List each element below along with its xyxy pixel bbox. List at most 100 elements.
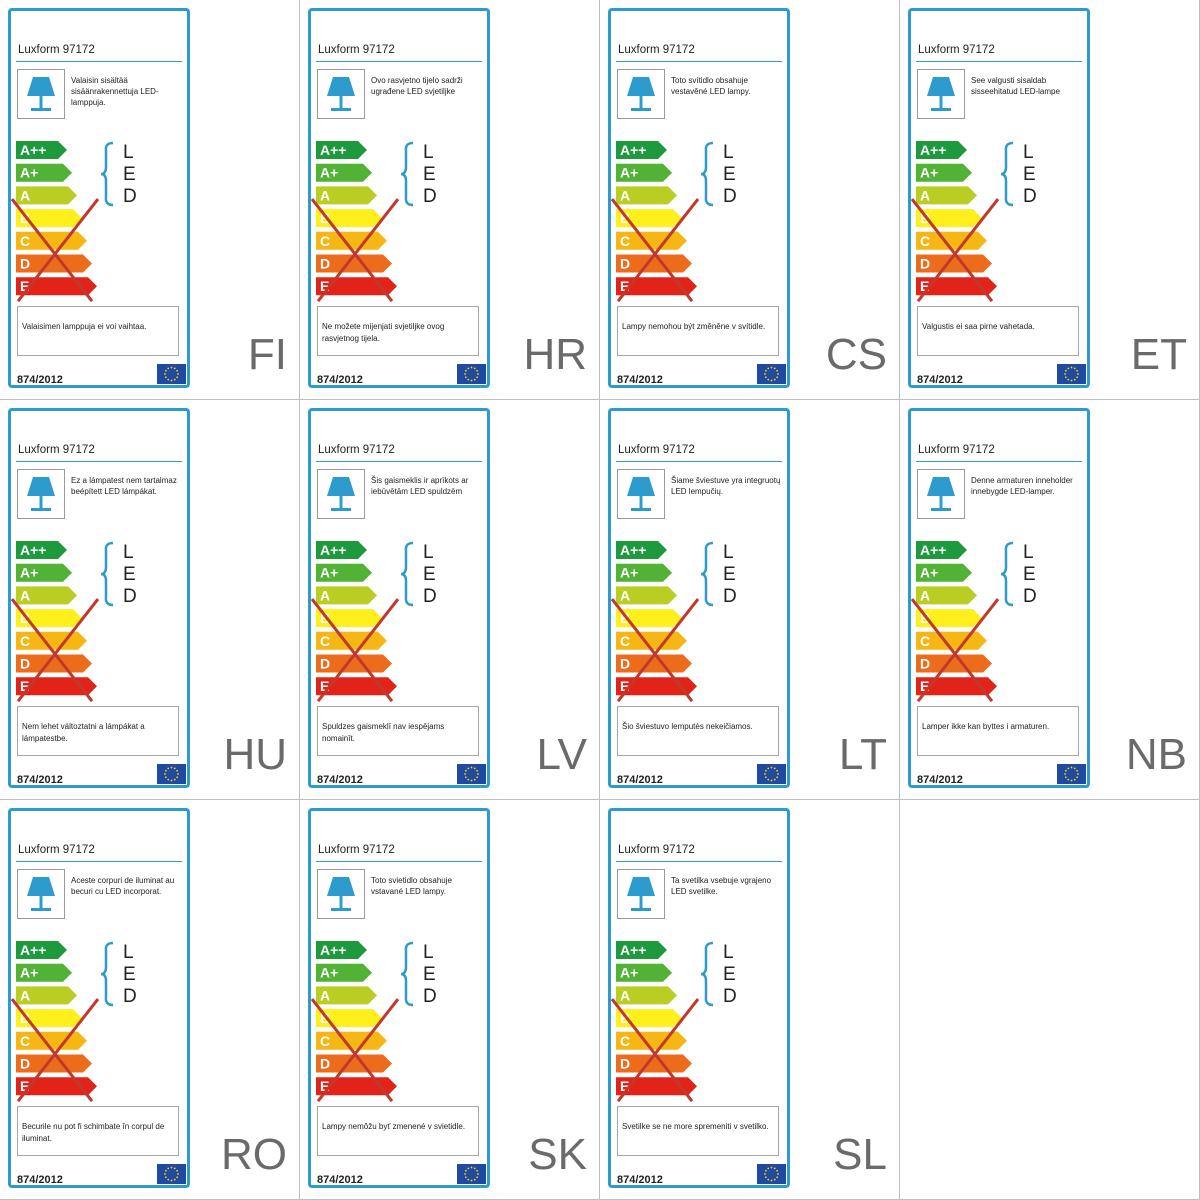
energy-bar: [916, 609, 982, 628]
energy-class-2: A: [916, 586, 977, 605]
brace-icon: [701, 941, 714, 1007]
lamp-icon-box: [617, 469, 665, 519]
contains-text: Ta svetilka vsebuje vgrajeno LED svetilk…: [671, 876, 772, 896]
lamp-stem: [939, 496, 943, 508]
eu-flag-icon: [457, 1164, 486, 1184]
cross-line: [310, 198, 394, 303]
note-text: Lampy nemôžu byť zmenené v svietidle.: [322, 1122, 466, 1131]
contains-text: Valaisin sisältää sisäänrakennettuja LED…: [71, 76, 159, 107]
energy-class-label: D: [620, 656, 630, 672]
flag-star: [464, 773, 466, 775]
energy-class-label: C: [20, 233, 30, 249]
cross-line: [16, 998, 100, 1103]
energy-class-2: A: [316, 986, 377, 1005]
flag-star: [176, 769, 179, 772]
flag-star: [776, 769, 779, 772]
title-divider: [16, 861, 182, 862]
energy-bar: [316, 141, 367, 159]
energy-class-label: A+: [620, 165, 638, 181]
flag-star: [467, 1167, 470, 1170]
energy-class-2: A: [916, 186, 977, 205]
energy-scale: A++A+ABCDE: [910, 141, 1000, 303]
flag-star: [470, 1166, 473, 1169]
energy-class-bars: A++A+ABCDE: [610, 541, 736, 703]
energy-class-label: A: [620, 187, 630, 203]
label-cell: Luxform 97172 Aceste corpuri de iluminat …: [0, 800, 300, 1200]
flag-star: [470, 766, 473, 769]
energy-class-label: E: [620, 678, 629, 694]
lamp-base: [331, 108, 351, 111]
energy-class-1: A+: [16, 963, 72, 982]
brace-shape: [1001, 541, 1014, 607]
lamp-replacement-note: Lampy nemohou být změněne v svítidle.: [617, 306, 779, 356]
flag-star: [473, 778, 476, 781]
energy-class-label: D: [620, 1056, 630, 1072]
title-divider: [16, 61, 182, 62]
flag-star: [467, 378, 470, 381]
product-title: Luxform 97172: [18, 844, 95, 856]
label-cell: Luxform 97172 Toto svítidlo obsahuje vest…: [600, 0, 900, 400]
cross-line: [10, 198, 94, 303]
flag-star: [476, 369, 479, 372]
led-letter: L: [123, 142, 134, 163]
flag-star: [464, 1176, 467, 1179]
energy-bar: [316, 254, 392, 273]
energy-bar: [616, 941, 667, 959]
energy-class-5: D: [16, 1054, 92, 1073]
led-letter: E: [1023, 164, 1036, 185]
energy-class-5: D: [916, 654, 992, 673]
title-divider: [316, 861, 482, 862]
flag-star: [776, 1169, 779, 1172]
lamp-shade: [627, 77, 655, 96]
energy-class-bars: A++A+ABCDE: [10, 541, 136, 703]
energy-class-label: A+: [20, 165, 38, 181]
flag-star: [773, 378, 776, 381]
flag-star: [476, 1176, 479, 1179]
lamp-icon-box: [317, 69, 365, 119]
energy-class-0: A++: [616, 541, 667, 559]
energy-class-label: E: [320, 1078, 329, 1094]
flag-star: [164, 1169, 167, 1172]
energy-class-0: A++: [16, 541, 67, 559]
led-letter: D: [723, 186, 737, 207]
title-divider: [916, 461, 1082, 462]
lamp-icon-box: [317, 869, 365, 919]
led-letter: E: [723, 964, 736, 985]
cross-line: [316, 198, 400, 303]
flag-star: [764, 1169, 767, 1172]
flag-field: [457, 364, 486, 384]
lamp-stem: [639, 496, 643, 508]
lamp-stem: [639, 896, 643, 908]
energy-bar: [316, 186, 377, 205]
flag-field: [457, 1164, 486, 1184]
flag-star: [773, 367, 776, 370]
flag-star: [1070, 766, 1073, 769]
note-text: Svetilke se ne more spremeniti v svetilk…: [622, 1122, 769, 1131]
flag-star: [470, 366, 473, 369]
energy-bar: [616, 163, 672, 182]
led-letter: E: [123, 964, 136, 985]
led-letter: D: [1023, 586, 1037, 607]
flag-star: [164, 1173, 166, 1175]
flag-star: [170, 379, 173, 382]
regulation-number: 874/2012: [917, 774, 963, 786]
label-cell: Luxform 97172 Ovo rasvjetno tijelo sadrži…: [300, 0, 600, 400]
flag-star: [167, 1167, 170, 1170]
lamp-shade: [327, 877, 355, 896]
energy-class-5: D: [616, 254, 692, 273]
lamp-base: [31, 108, 51, 111]
flag-star: [1076, 776, 1079, 779]
regulation-number: 874/2012: [617, 374, 663, 386]
flag-star: [467, 1178, 470, 1181]
lamp-stem: [39, 96, 43, 108]
brace-shape: [101, 541, 114, 607]
flag-star: [476, 776, 479, 779]
flag-star: [176, 376, 179, 379]
led-letter: D: [423, 586, 437, 607]
energy-bar: [16, 541, 67, 559]
energy-class-label: C: [620, 233, 630, 249]
flag-field: [157, 764, 186, 784]
energy-class-0: A++: [316, 541, 367, 559]
